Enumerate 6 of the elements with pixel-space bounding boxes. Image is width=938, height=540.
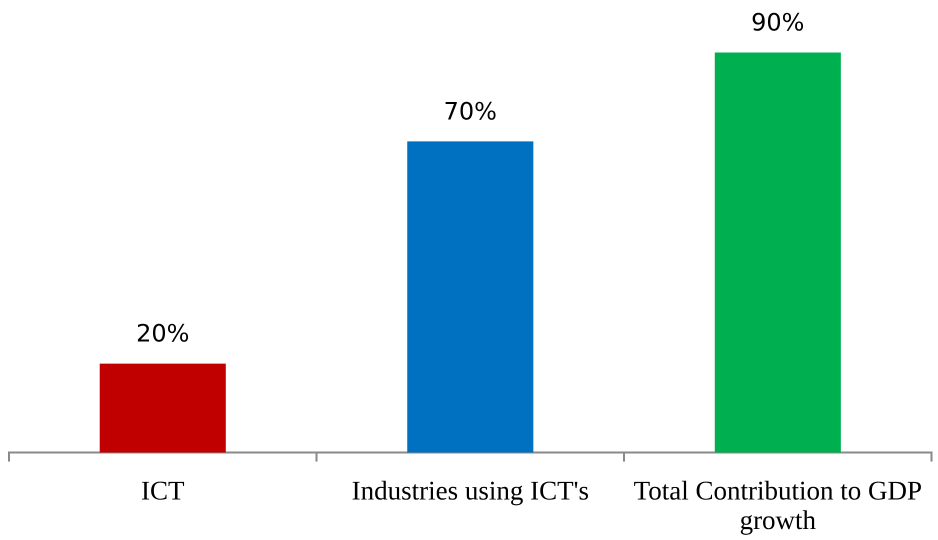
x-tick-label: Total Contribution to GDP growth — [634, 476, 922, 536]
data-label: 20% — [136, 320, 190, 348]
data-label: 90% — [751, 8, 804, 36]
x-tick-label: Industries using ICT's — [352, 476, 589, 506]
data-label: 70% — [444, 97, 497, 126]
x-tick-label: ICT — [141, 476, 186, 506]
